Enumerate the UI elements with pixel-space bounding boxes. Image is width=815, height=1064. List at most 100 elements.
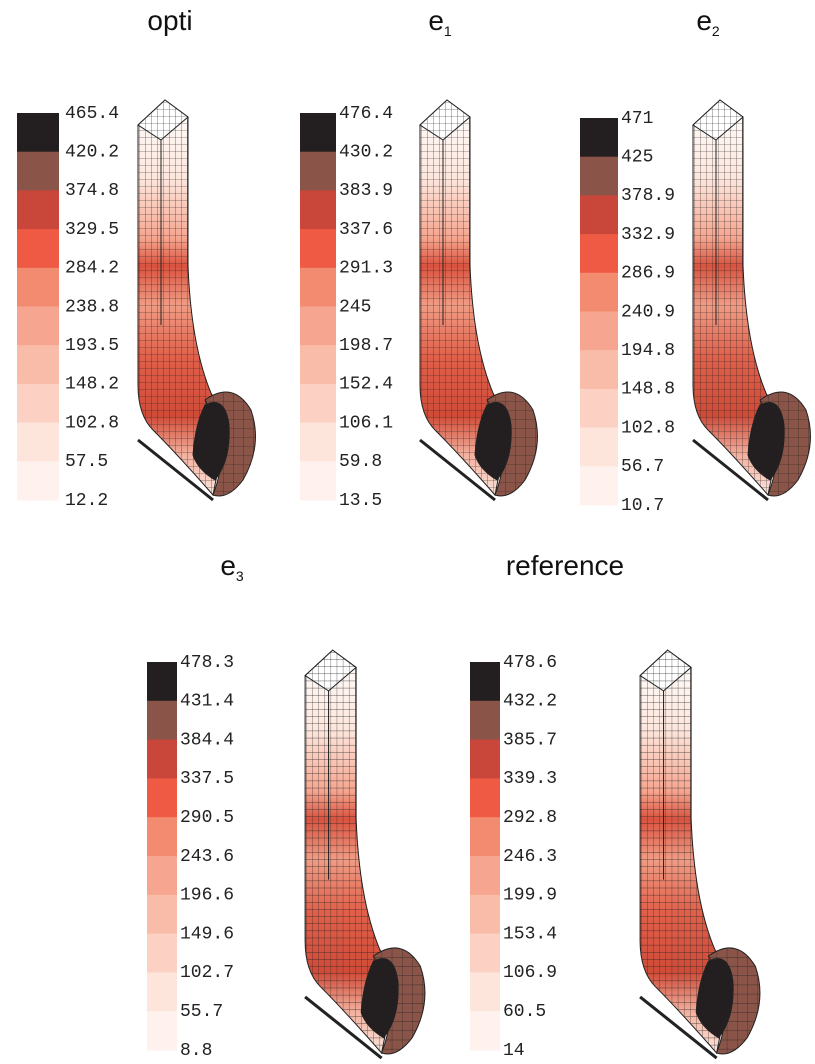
- title-text: reference: [506, 550, 624, 581]
- colorbar-band: [470, 972, 500, 1011]
- colorbar-band: [470, 740, 500, 779]
- colorbar-label: 291.3: [339, 259, 393, 279]
- colorbar-label: 430.2: [339, 142, 393, 162]
- colorbar-label: 196.6: [180, 886, 234, 906]
- colorbar-band: [17, 384, 59, 423]
- colorbar-label: 329.5: [65, 220, 119, 240]
- title-subscript: 3: [236, 568, 244, 584]
- colorbar-band: [300, 152, 336, 191]
- colorbar-label: 102.7: [180, 963, 234, 983]
- colorbar-band: [300, 307, 336, 346]
- colorbar-label: 240.9: [621, 302, 675, 322]
- colorbar-band: [17, 268, 59, 307]
- colorbar-label: 8.8: [180, 1041, 212, 1061]
- colorbar-label: 199.9: [503, 886, 557, 906]
- colorbar-label: 14: [503, 1041, 525, 1061]
- colorbar-label: 337.5: [180, 769, 234, 789]
- colorbar-label: 148.2: [65, 375, 119, 395]
- mesh-model: [138, 100, 256, 500]
- colorbar-band: [300, 268, 336, 307]
- colorbar-band: [300, 423, 336, 462]
- colorbar-label: 106.1: [339, 413, 393, 433]
- colorbar-band: [300, 345, 336, 384]
- colorbar-label: 476.4: [339, 104, 393, 124]
- title-subscript: 2: [712, 23, 720, 39]
- colorbar-label: 59.8: [339, 452, 382, 472]
- colorbar-band: [147, 701, 177, 740]
- colorbar-band: [470, 895, 500, 934]
- colorbar-label: 465.4: [65, 104, 119, 124]
- colorbar-label: 246.3: [503, 847, 557, 867]
- colorbar-label: 193.5: [65, 336, 119, 356]
- colorbar-band: [17, 113, 59, 152]
- colorbar-band: [17, 461, 59, 500]
- colorbar-band: [147, 778, 177, 817]
- colorbar-label: 198.7: [339, 336, 393, 356]
- panel-title: e2: [696, 5, 720, 39]
- colorbar-band: [17, 229, 59, 268]
- panel: e1476.4430.2383.9337.6291.3245198.7152.4…: [300, 5, 538, 511]
- colorbar-label: 374.8: [65, 181, 119, 201]
- colorbar-label: 337.6: [339, 220, 393, 240]
- colorbar-label: 57.5: [65, 452, 108, 472]
- colorbar-label: 13.5: [339, 491, 382, 511]
- colorbar-label: 431.4: [180, 692, 234, 712]
- colorbar-label: 238.8: [65, 297, 119, 317]
- colorbar-label: 284.2: [65, 259, 119, 279]
- panel-title: e3: [220, 550, 244, 584]
- panel: e2471425378.9332.9286.9240.9194.8148.810…: [580, 5, 811, 516]
- colorbar-band: [147, 740, 177, 779]
- colorbar-band: [17, 190, 59, 229]
- colorbar-label: 60.5: [503, 1002, 546, 1022]
- colorbar-label: 106.9: [503, 963, 557, 983]
- colorbar-band: [580, 466, 618, 505]
- colorbar-band: [470, 1011, 500, 1050]
- colorbar-band: [300, 190, 336, 229]
- colorbar-label: 286.9: [621, 264, 675, 284]
- colorbar-label: 12.2: [65, 491, 108, 511]
- colorbar-band: [470, 934, 500, 973]
- colorbar-band: [147, 934, 177, 973]
- colorbar-band: [17, 345, 59, 384]
- colorbar-band: [580, 118, 618, 157]
- colorbar-label: 148.8: [621, 380, 675, 400]
- colorbar-band: [17, 152, 59, 191]
- colorbar-band: [580, 350, 618, 389]
- title-text: e: [696, 5, 712, 36]
- panel: reference478.6432.2385.7339.3292.8246.31…: [470, 550, 760, 1061]
- colorbar-label: 471: [621, 109, 653, 129]
- colorbar-label: 152.4: [339, 375, 393, 395]
- colorbar-band: [470, 662, 500, 701]
- panel-title: e1: [428, 5, 452, 39]
- title-text: opti: [147, 5, 192, 36]
- panel-title: opti: [147, 5, 192, 36]
- panel-title: reference: [506, 550, 624, 581]
- colorbar-label: 10.7: [621, 496, 664, 516]
- colorbar-band: [147, 662, 177, 701]
- figure: opti465.4420.2374.8329.5284.2238.8193.51…: [0, 0, 815, 1064]
- colorbar-label: 149.6: [180, 924, 234, 944]
- colorbar-band: [147, 972, 177, 1011]
- colorbar-band: [470, 856, 500, 895]
- colorbar-band: [300, 461, 336, 500]
- colorbar-band: [580, 428, 618, 467]
- colorbar-band: [147, 856, 177, 895]
- colorbar-band: [580, 234, 618, 273]
- panel: opti465.4420.2374.8329.5284.2238.8193.51…: [17, 5, 256, 511]
- colorbar-label: 378.9: [621, 186, 675, 206]
- colorbar-band: [17, 423, 59, 462]
- mesh-model: [305, 650, 425, 1058]
- colorbar-label: 245: [339, 297, 371, 317]
- colorbar-label: 55.7: [180, 1002, 223, 1022]
- colorbar-band: [580, 273, 618, 312]
- colorbar-band: [300, 384, 336, 423]
- colorbar-band: [147, 817, 177, 856]
- colorbar-label: 243.6: [180, 847, 234, 867]
- colorbar-band: [580, 312, 618, 351]
- colorbar-label: 290.5: [180, 808, 234, 828]
- colorbar-label: 339.3: [503, 769, 557, 789]
- colorbar-band: [17, 307, 59, 346]
- colorbar-band: [470, 701, 500, 740]
- colorbar-band: [470, 778, 500, 817]
- colorbar-band: [147, 895, 177, 934]
